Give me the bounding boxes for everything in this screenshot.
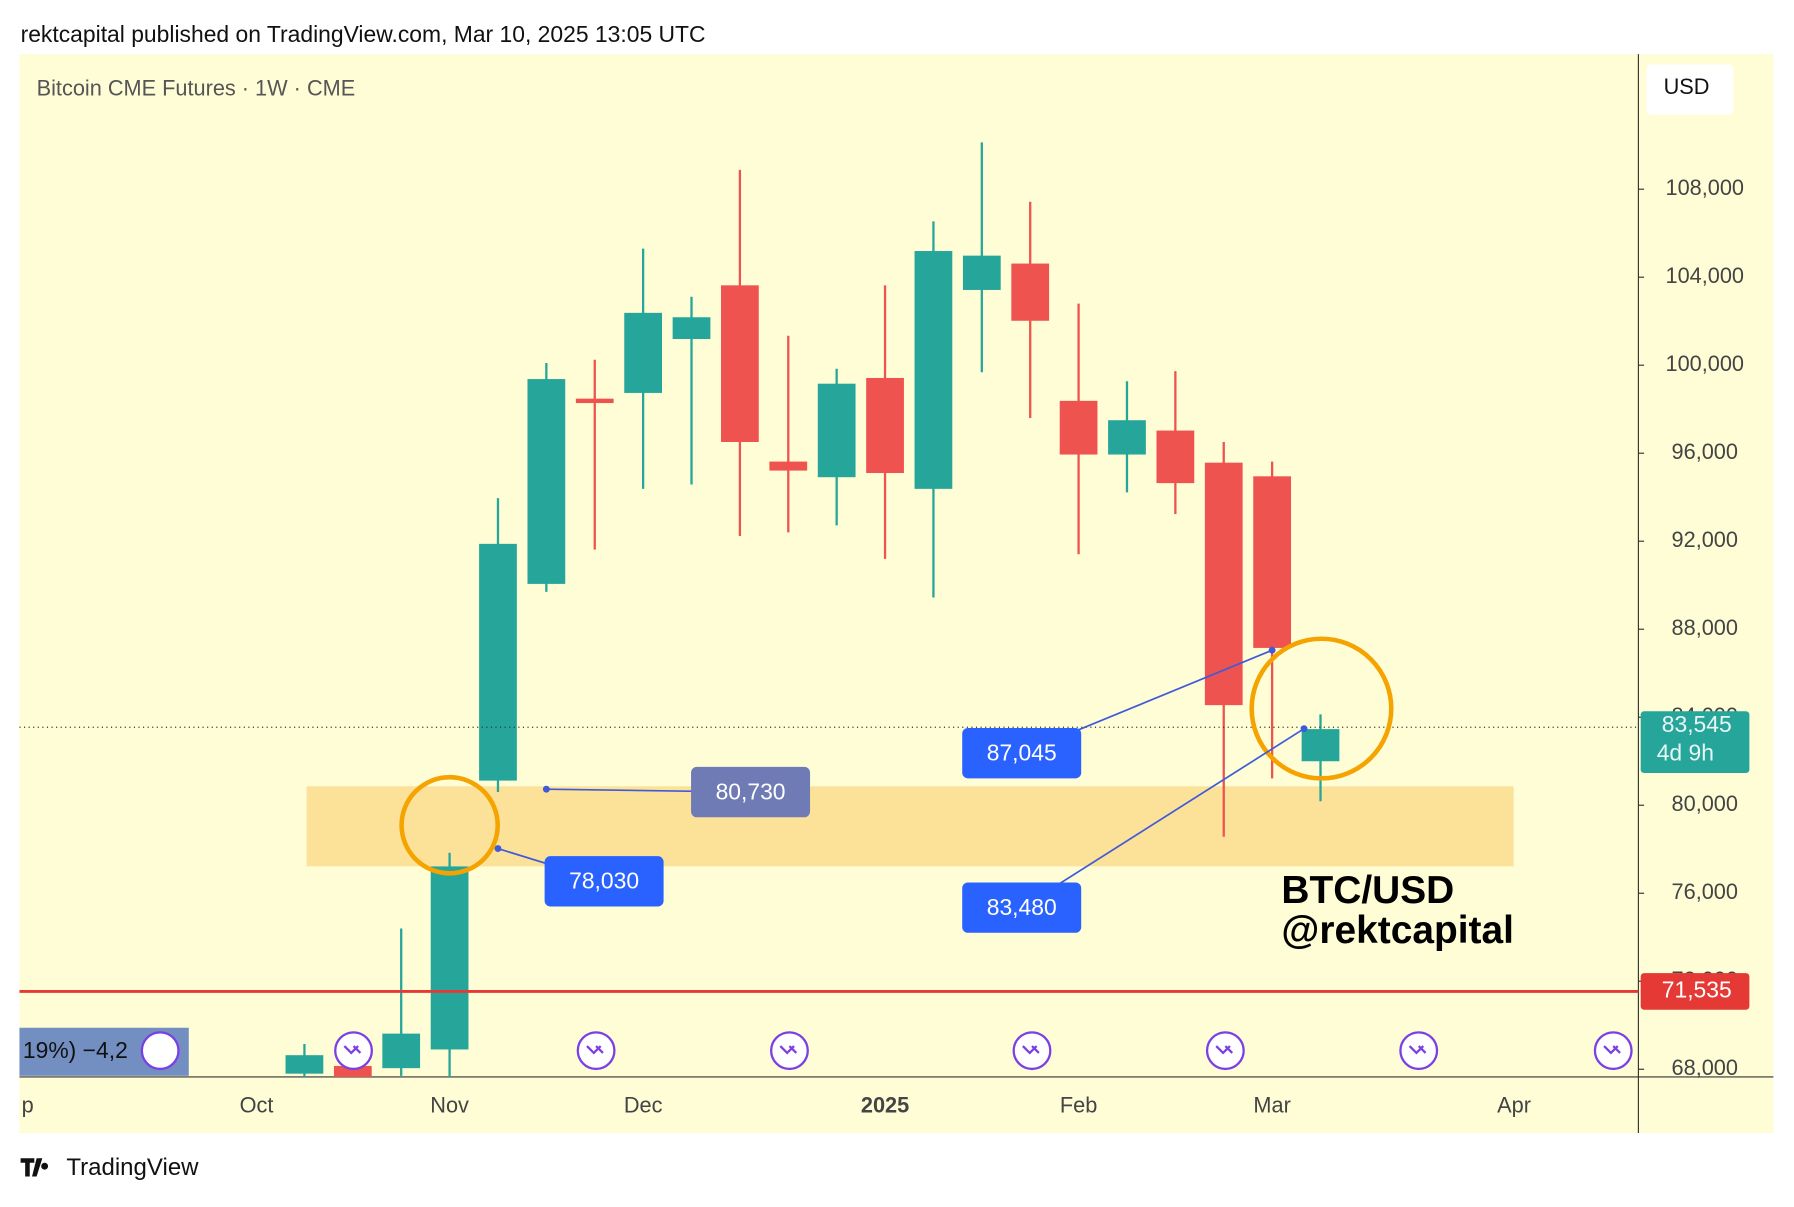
candle-body [721,285,759,442]
currency-box [1646,64,1734,115]
annotation-point [1268,646,1276,654]
candle-body [1011,263,1050,321]
candle-body [1301,729,1340,762]
annotation-label: 80,730 [716,778,786,804]
footer-brand: TradingView [66,1154,199,1181]
badge-text: 19%) −4,2 [23,1037,128,1063]
plot-area [285,142,1514,1077]
watermark-pair: BTC/USD [1281,869,1454,912]
candle-body [479,543,517,781]
candle-body [672,317,711,340]
x-tick-label: Nov [430,1092,469,1117]
level-price-label: 71,535 [1662,977,1732,1003]
chart-background [19,54,1774,1134]
event-icon-arrow [343,1045,362,1055]
candle-body [285,1055,324,1074]
annotation-point [542,785,550,793]
annotation-point [1300,725,1308,733]
last-price-box [1640,711,1750,774]
candle-body [382,1033,421,1069]
candle-body [430,866,469,1050]
candle-body [1059,400,1098,455]
event-icon-arrow [1603,1045,1621,1055]
candle-body [1156,430,1195,484]
candle-body [1108,420,1146,455]
y-tick-label: 88,000 [1672,615,1738,640]
y-tick-label: 104,000 [1665,263,1744,288]
event-icon-arrow [779,1045,798,1055]
annotation-label: 87,045 [987,739,1057,765]
y-tick-label: 80,000 [1672,791,1738,816]
y-tick-label: 96,000 [1672,439,1738,464]
countdown-label: 4d 9h [1657,740,1714,766]
x-tick-label: Dec [624,1092,663,1117]
candle-body [914,251,953,489]
candle-body [1204,462,1243,706]
last-price-label: 83,545 [1662,711,1732,737]
candle-body [527,379,566,584]
candle-body [769,461,808,471]
annotation-box [691,766,811,818]
watermark-handle: @rektcapital [1281,909,1513,952]
candle-body [624,312,663,393]
annotation-connector [1021,727,1305,909]
publish-header: rektcapital published on TradingView.com… [21,21,706,47]
x-tick-label: Apr [1497,1092,1531,1117]
currency: USD [1664,74,1710,99]
candle-body [575,398,614,404]
annotation-box [962,727,1082,779]
support-zone [306,786,1514,867]
event-icon-arrow [1022,1045,1040,1055]
y-tick-label: 100,000 [1665,351,1744,376]
x-tick-label: Mar [1253,1092,1290,1117]
y-tick-label: 92,000 [1672,527,1738,552]
annotation-point [494,845,502,853]
candle-body [817,383,856,478]
y-tick-label: 68,000 [1672,1055,1738,1080]
y-tick-label: 108,000 [1665,175,1744,200]
y-tick-label: 76,000 [1672,879,1738,904]
highlight-circle [1249,636,1394,781]
tradingview-logo [20,1158,49,1177]
annotation-box [962,882,1082,933]
annotation-label: 78,030 [569,868,639,894]
candle-body [1253,476,1292,648]
x-tick-label: p [22,1092,34,1117]
event-icon [140,1031,180,1071]
candle-body [962,255,1001,290]
annotation-label: 83,480 [987,894,1057,920]
x-tick-label: Feb [1060,1092,1097,1117]
x-tick-label: 2025 [861,1092,909,1117]
chart-title: Bitcoin CME Futures · 1W · CME [37,75,356,100]
candle-body [866,377,904,474]
highlight-circle [399,774,500,876]
event-icon-arrow [1215,1045,1234,1055]
event-icon-arrow [1408,1045,1427,1055]
candle-body [333,1065,372,1077]
annotation-box [544,856,664,907]
level-price-box [1640,973,1750,1010]
x-tick-label: Oct [240,1092,274,1117]
event-icon-arrow [586,1045,604,1055]
